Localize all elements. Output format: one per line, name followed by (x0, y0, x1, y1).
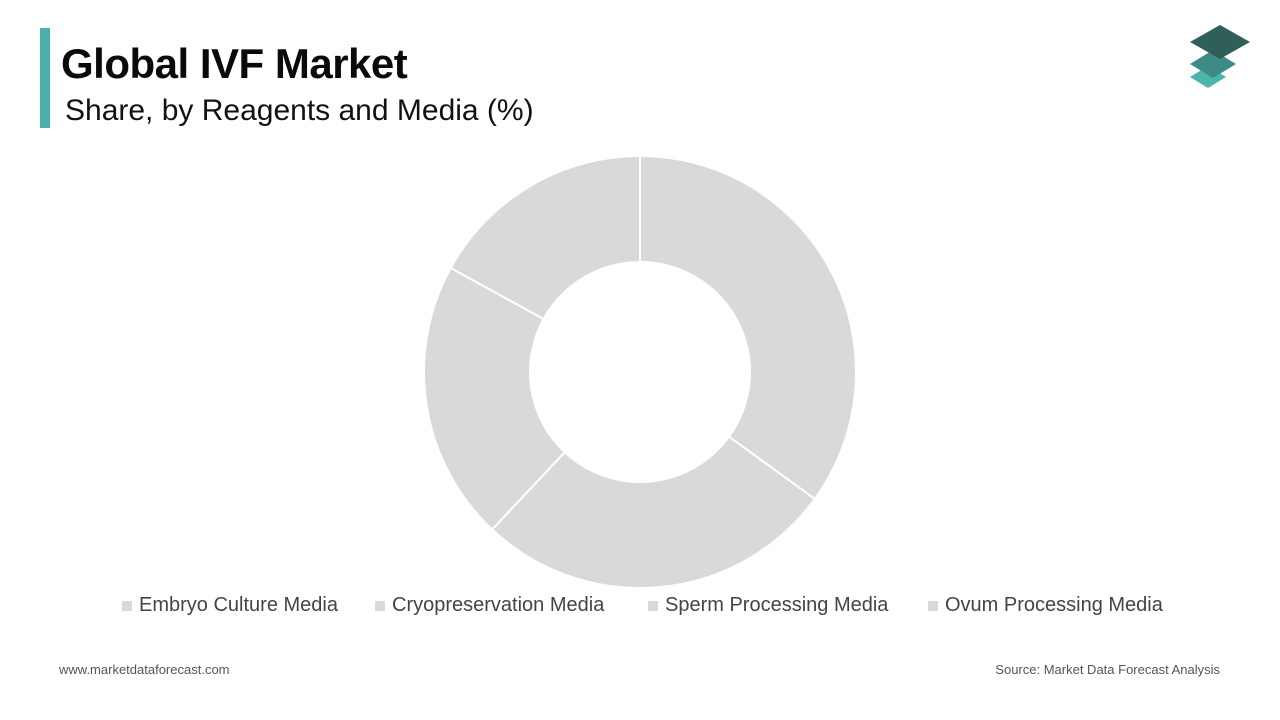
donut-slice-sperm-processing-media (423, 266, 567, 531)
page-title: Global IVF Market (61, 40, 408, 87)
company-logo-icon (1190, 25, 1250, 88)
legend-item: Cryopreservation Media (375, 594, 604, 617)
source-note: Source: Market Data Forecast Analysis (995, 662, 1220, 677)
legend-swatch (122, 600, 132, 611)
legend-swatch (928, 600, 938, 611)
title-accent-bar (40, 28, 50, 128)
legend-swatch (648, 600, 658, 611)
legend-item: Ovum Processing Media (928, 594, 1163, 617)
website-url: www.marketdataforecast.com (59, 662, 230, 677)
chart-legend: Embryo Culture Media Cryopreservation Med… (0, 594, 1280, 622)
legend-item: Embryo Culture Media (122, 594, 338, 617)
legend-item: Sperm Processing Media (648, 594, 888, 617)
donut-slice-cryopreservation-media (490, 435, 817, 589)
legend-label: Sperm Processing Media (665, 594, 889, 616)
donut-slice-embryo-culture-media (639, 154, 857, 501)
legend-label: Embryo Culture Media (139, 594, 338, 616)
legend-label: Cryopreservation Media (392, 594, 605, 616)
donut-slice-ovum-processing-media (449, 154, 641, 321)
legend-label: Ovum Processing Media (945, 594, 1163, 616)
page-subtitle: Share, by Reagents and Media (%) (65, 94, 534, 127)
legend-swatch (375, 600, 385, 611)
